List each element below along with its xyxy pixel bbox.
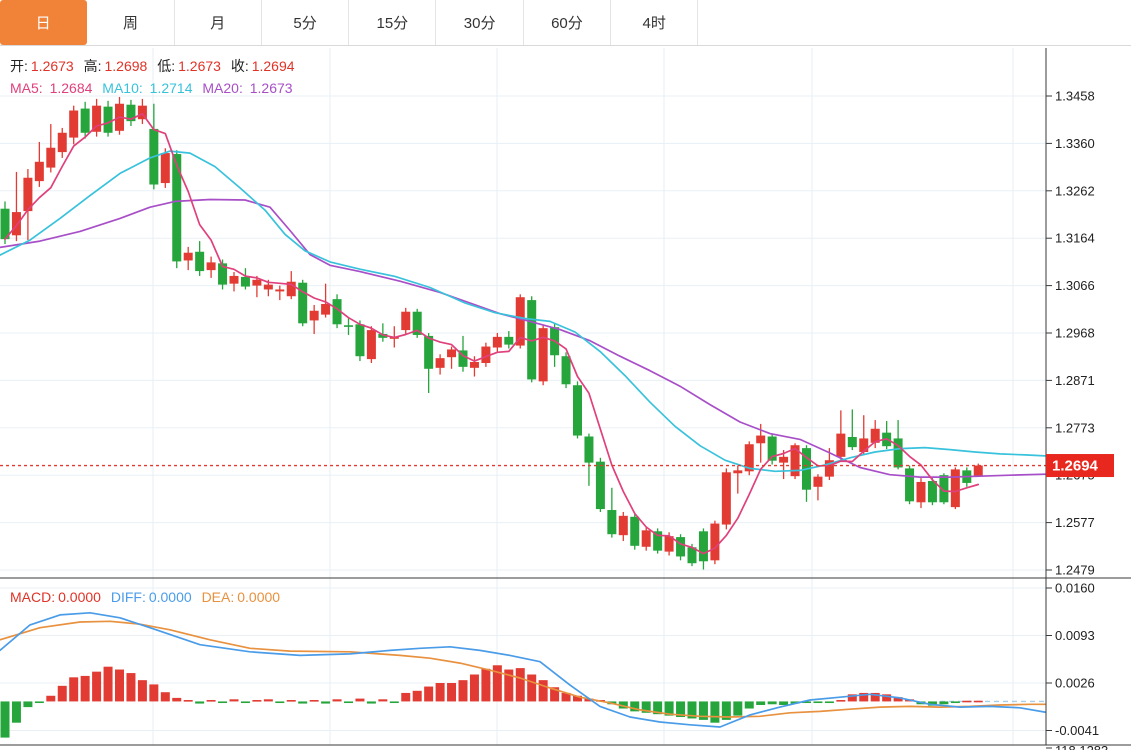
candles-layer xyxy=(0,96,983,570)
svg-text:0.0093: 0.0093 xyxy=(1055,628,1095,643)
ma5-value: 1.2684 xyxy=(49,80,93,96)
ma20-line xyxy=(0,198,1046,478)
price-axis: 1.3458 1.3360 1.3262 1.3164 1.3066 1.2968 1.28… xyxy=(1046,89,1108,750)
ma5-line xyxy=(4,112,980,555)
timeframe-tabbar: 日周月 5分 15分 30分 60分 4时 xyxy=(0,0,1131,46)
low-label: 低: xyxy=(157,58,176,74)
tab-timeframe-5[interactable]: 15分 xyxy=(349,0,437,45)
svg-text:1.2968: 1.2968 xyxy=(1055,326,1095,341)
open-label: 开: xyxy=(10,58,28,74)
svg-text:1.2577: 1.2577 xyxy=(1055,515,1095,530)
ma20-value: 1.2673 xyxy=(249,80,293,96)
svg-text:0.0160: 0.0160 xyxy=(1055,581,1095,596)
dea-value: 0.0000 xyxy=(237,589,281,605)
close-value: 1.2694 xyxy=(251,58,295,74)
tab-timeframe-3[interactable]: 月 xyxy=(175,0,262,45)
macd-histogram xyxy=(0,665,983,738)
diff-value: 0.0000 xyxy=(148,589,192,605)
svg-text:-0.0041: -0.0041 xyxy=(1055,723,1099,738)
diff-label: DIFF: xyxy=(110,589,146,605)
ma10-label: MA10: xyxy=(102,80,143,96)
macd-value: 0.0000 xyxy=(58,589,101,605)
tab-timeframe-1[interactable]: 日 xyxy=(0,0,88,45)
svg-text:1.2479: 1.2479 xyxy=(1055,563,1095,578)
ma10-line xyxy=(0,150,1046,473)
svg-text:1.2871: 1.2871 xyxy=(1055,373,1095,388)
ohlc-legend: 开: 1.2673 高: 1.2698 低: 1.2673 收: 1.2694 xyxy=(10,56,301,76)
clipped-bottom-axis-label: 118.1283 xyxy=(1055,743,1108,750)
macd-label: MACD: xyxy=(10,589,56,605)
ma-legend: MA5: 1.2684 MA10: 1.2714 MA20: 1.2673 xyxy=(10,80,299,96)
tab-timeframe-7[interactable]: 60分 xyxy=(524,0,612,45)
svg-text:1.3360: 1.3360 xyxy=(1055,136,1095,151)
panel-borders xyxy=(0,48,1131,746)
open-value: 1.2673 xyxy=(30,58,74,74)
high-value: 1.2698 xyxy=(104,58,148,74)
dea-label: DEA: xyxy=(201,589,235,605)
svg-text:1.3066: 1.3066 xyxy=(1055,278,1095,293)
svg-text:1.3458: 1.3458 xyxy=(1055,89,1095,104)
current-price-tag: 1.2694 xyxy=(1046,454,1114,478)
svg-text:1.3164: 1.3164 xyxy=(1055,231,1095,246)
ma20-label: MA20: xyxy=(202,80,243,96)
high-label: 高: xyxy=(83,58,102,74)
dea-line xyxy=(0,620,1046,718)
svg-text:1.3262: 1.3262 xyxy=(1055,183,1095,198)
diff-line xyxy=(0,611,1046,728)
close-label: 收: xyxy=(230,58,249,74)
tab-timeframe-6[interactable]: 30分 xyxy=(436,0,524,45)
ma10-value: 1.2714 xyxy=(149,80,193,96)
svg-text:1.2773: 1.2773 xyxy=(1055,420,1095,435)
tab-timeframe-4[interactable]: 5分 xyxy=(262,0,350,45)
macd-legend: MACD: 0.0000 DIFF: 0.0000 DEA: 0.0000 xyxy=(10,589,286,605)
low-value: 1.2673 xyxy=(178,58,221,74)
ma5-label: MA5: xyxy=(10,80,43,96)
tab-timeframe-2[interactable]: 周 xyxy=(87,0,175,45)
tab-timeframe-8[interactable]: 4时 xyxy=(611,0,699,45)
svg-text:1.2694: 1.2694 xyxy=(1052,458,1099,475)
svg-text:0.0026: 0.0026 xyxy=(1055,676,1095,691)
